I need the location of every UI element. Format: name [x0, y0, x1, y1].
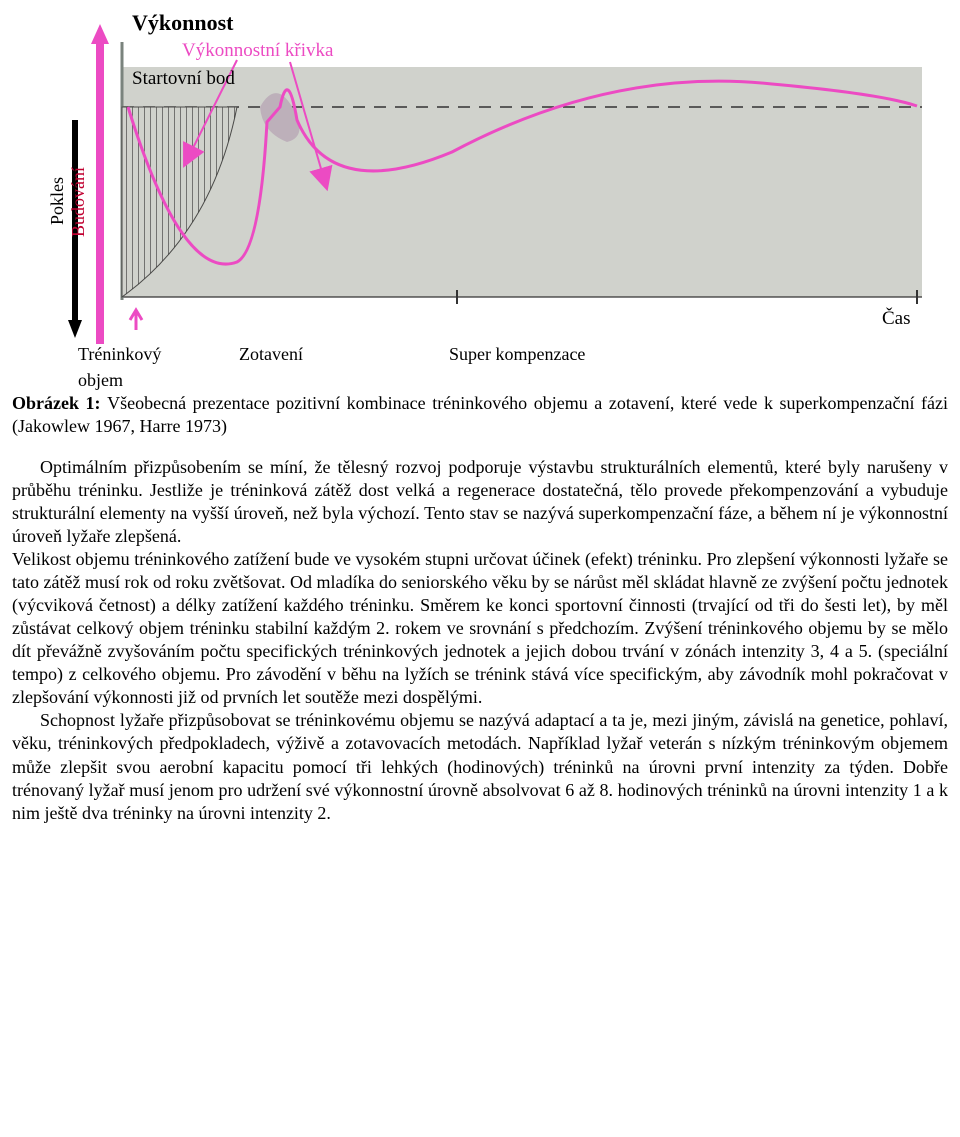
legend-col3: Super kompenzace: [449, 344, 585, 365]
figure-caption: objem Obrázek 1: Všeobecná prezentace po…: [12, 369, 948, 438]
legend-col1b: objem: [78, 370, 123, 390]
label-krivka: Výkonnostní křivka: [182, 40, 333, 62]
figure-caption-label: Obrázek 1:: [12, 393, 107, 413]
legend-col1a: Tréninkový: [78, 344, 161, 364]
label-startbod: Startovní bod: [132, 68, 235, 90]
paragraph-2: Velikost objemu tréninkového zatížení bu…: [12, 548, 948, 709]
figure-caption-text: Všeobecná prezentace pozitivní kombinace…: [12, 393, 948, 436]
legend-row: Tréninkový Zotavení Super kompenzace: [78, 344, 948, 365]
label-cas: Čas: [882, 308, 911, 330]
budovani-arrow: [88, 24, 112, 344]
label-pokles: Pokles: [47, 177, 68, 225]
paragraph-3: Schopnost lyžaře přizpůsobovat se trénin…: [12, 709, 948, 824]
paragraph-1: Optimálním přizpůsobením se míní, že těl…: [12, 456, 948, 548]
supercompensation-chart: Výkonnost Výkonnostní křivka Startovní b…: [12, 12, 932, 342]
label-budovani: Budování: [68, 167, 89, 237]
start-arrow: [130, 310, 142, 330]
chart-svg: [12, 12, 932, 342]
label-vykonnost: Výkonnost: [132, 10, 233, 36]
legend-col2: Zotavení: [239, 344, 303, 365]
